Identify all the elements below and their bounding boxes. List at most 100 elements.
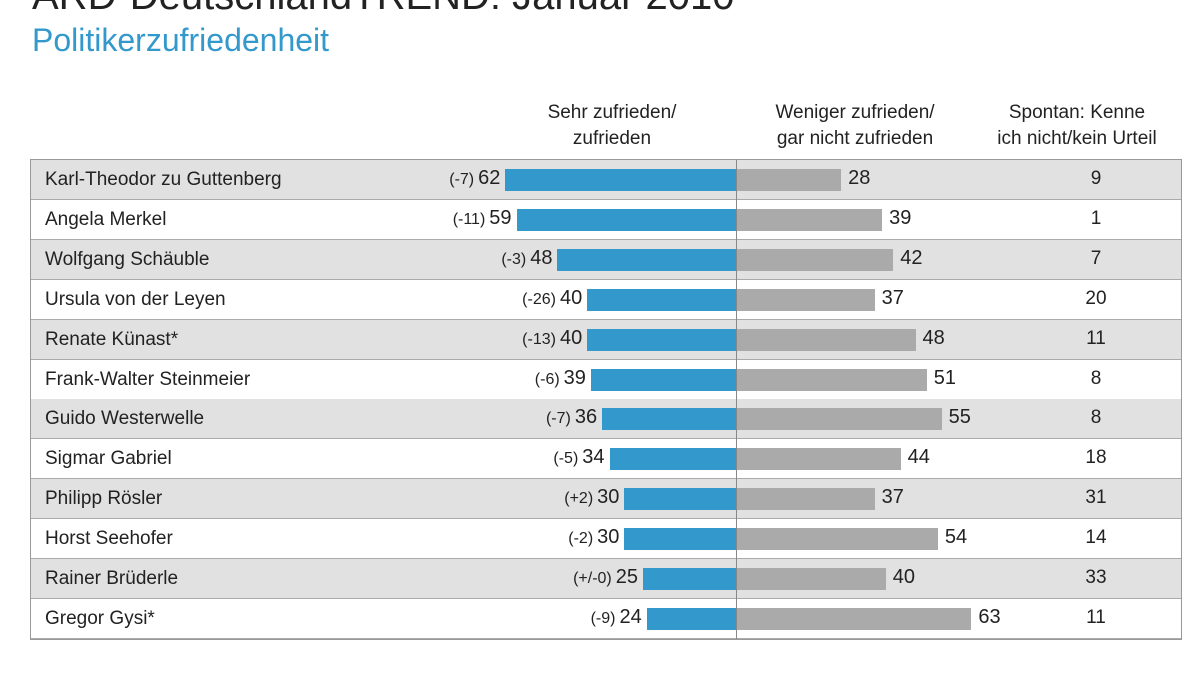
change-label: (-5) — [553, 450, 579, 468]
table-row: Renate Künast* (-13) 40 48 11 — [31, 319, 1181, 360]
table-row: Horst Seehofer (-2) 30 54 14 — [31, 519, 1181, 560]
change-label: (-6) — [534, 370, 560, 388]
column-header-satisfied: Sehr zufrieden/ zufrieden — [547, 102, 677, 149]
bar-dissatisfied — [737, 568, 886, 590]
change-label: (+/-0) — [573, 570, 612, 587]
value-dissatisfied: 55 — [948, 406, 971, 429]
value-dissatisfied: 63 — [978, 605, 1001, 628]
politician-name: Ursula von der Leyen — [45, 288, 226, 310]
value-dissatisfied: 54 — [944, 526, 968, 549]
politician-name: Gregor Gysi* — [45, 607, 155, 629]
label-satisfied: (-5) 34 — [553, 446, 604, 469]
bar-satisfied — [624, 528, 736, 551]
bar-satisfied — [643, 568, 736, 590]
value-unknown: 1 — [1090, 207, 1102, 229]
politician-name: Wolfgang Schäuble — [45, 248, 210, 270]
value-dissatisfied: 48 — [922, 326, 945, 349]
label-satisfied: (-7) 62 — [449, 167, 500, 190]
data-table: Karl-Theodor zu Guttenberg (-7) 62 28 9 Angel… — [30, 159, 1182, 640]
label-satisfied: (+/-0) 25 — [573, 566, 638, 589]
bar-satisfied — [587, 288, 736, 311]
politician-name: Karl-Theodor zu Guttenberg — [45, 169, 282, 190]
bar-dissatisfied — [737, 368, 927, 391]
bar-satisfied — [646, 607, 736, 630]
value-unknown: 8 — [1090, 367, 1102, 389]
value-satisfied: 30 — [597, 526, 620, 549]
table-row: Wolfgang Schäuble (-3) 48 42 7 — [31, 239, 1181, 280]
politician-name: Rainer Brüderle — [45, 568, 179, 589]
value-unknown: 8 — [1090, 407, 1102, 429]
bar-satisfied — [590, 368, 736, 391]
bar-dissatisfied — [737, 288, 875, 311]
politician-name: Frank-Walter Steinmeier — [45, 368, 251, 390]
change-label: (-7) — [449, 171, 475, 188]
change-label: (-11) — [452, 210, 486, 228]
label-satisfied: (-7) 36 — [546, 406, 597, 429]
bar-dissatisfied — [737, 408, 942, 431]
value-dissatisfied: 40 — [892, 566, 916, 588]
value-dissatisfied: 28 — [848, 167, 871, 189]
table-row: Sigmar Gabriel (-5) 34 44 18 — [31, 439, 1181, 480]
value-dissatisfied: 44 — [907, 446, 930, 469]
politician-name: Sigmar Gabriel — [45, 448, 172, 470]
change-label: (-13) — [522, 330, 556, 348]
value-unknown: 18 — [1085, 447, 1107, 469]
chart-subtitle: Politikerzufriedenheit — [32, 22, 330, 58]
bar-dissatisfied — [737, 328, 916, 351]
bar-satisfied — [602, 408, 736, 431]
value-dissatisfied: 39 — [889, 206, 912, 229]
bar-dissatisfied — [737, 208, 883, 231]
value-dissatisfied: 37 — [881, 286, 904, 309]
politician-name: Guido Westerwelle — [45, 408, 205, 430]
value-satisfied: 40 — [559, 286, 583, 309]
value-unknown: 20 — [1085, 287, 1107, 309]
value-unknown: 9 — [1090, 168, 1102, 189]
politician-name: Angela Merkel — [45, 208, 167, 230]
value-unknown: 11 — [1086, 606, 1106, 628]
value-satisfied: 48 — [530, 246, 553, 269]
bar-dissatisfied — [737, 448, 901, 471]
bar-dissatisfied — [737, 169, 842, 191]
value-satisfied: 39 — [563, 366, 586, 389]
label-satisfied: (-11) 59 — [453, 207, 512, 230]
column-header-unknown: Spontan: Kenne ich nicht/kein Urteil — [997, 102, 1157, 149]
politician-name: Horst Seehofer — [45, 528, 173, 550]
value-dissatisfied: 42 — [900, 246, 923, 269]
bar-satisfied — [505, 169, 736, 191]
value-satisfied: 62 — [478, 167, 501, 189]
table-row: Ursula von der Leyen (-26) 40 37 20 — [31, 279, 1181, 320]
table-row: Guido Westerwelle (-7) 36 55 8 — [31, 399, 1181, 440]
change-label: (-7) — [545, 410, 571, 428]
table-row: Angela Merkel (-11) 59 39 1 — [31, 199, 1181, 240]
value-unknown: 14 — [1085, 527, 1107, 549]
change-label: (-3) — [501, 250, 527, 268]
center-axis-line — [736, 160, 737, 639]
value-satisfied: 34 — [582, 446, 605, 469]
value-satisfied: 40 — [559, 326, 583, 349]
table-row: Karl-Theodor zu Guttenberg (-7) 62 28 9 — [31, 160, 1181, 200]
bar-dissatisfied — [737, 528, 938, 551]
politician-name: Renate Künast* — [45, 328, 179, 350]
table-row: Frank-Walter Steinmeier (-6) 39 51 8 — [31, 359, 1181, 400]
label-satisfied: (-9) 24 — [591, 606, 642, 629]
table-row: Rainer Brüderle (+/-0) 25 40 33 — [31, 559, 1181, 599]
change-label: (-26) — [522, 290, 556, 308]
change-label: (-2) — [568, 530, 594, 548]
bar-dissatisfied — [737, 488, 875, 511]
bar-dissatisfied — [737, 248, 894, 271]
value-unknown: 7 — [1090, 247, 1102, 269]
label-satisfied: (-2) 30 — [568, 526, 619, 549]
label-satisfied: (-13) 40 — [522, 327, 582, 350]
value-unknown: 11 — [1086, 327, 1106, 349]
bar-satisfied — [587, 328, 736, 351]
chart-title: ARD-DeutschlandTREND: Januar 2010 — [32, 0, 735, 19]
bar-satisfied — [624, 488, 736, 511]
table-row: Philipp Rösler (+2) 30 37 31 — [31, 479, 1181, 520]
label-satisfied: (-26) 40 — [522, 287, 582, 310]
value-unknown: 31 — [1085, 487, 1107, 509]
value-satisfied: 36 — [574, 406, 598, 429]
value-unknown: 33 — [1085, 567, 1107, 588]
value-satisfied: 24 — [619, 605, 642, 628]
politician-name: Philipp Rösler — [45, 488, 163, 510]
label-satisfied: (-3) 48 — [501, 247, 552, 270]
